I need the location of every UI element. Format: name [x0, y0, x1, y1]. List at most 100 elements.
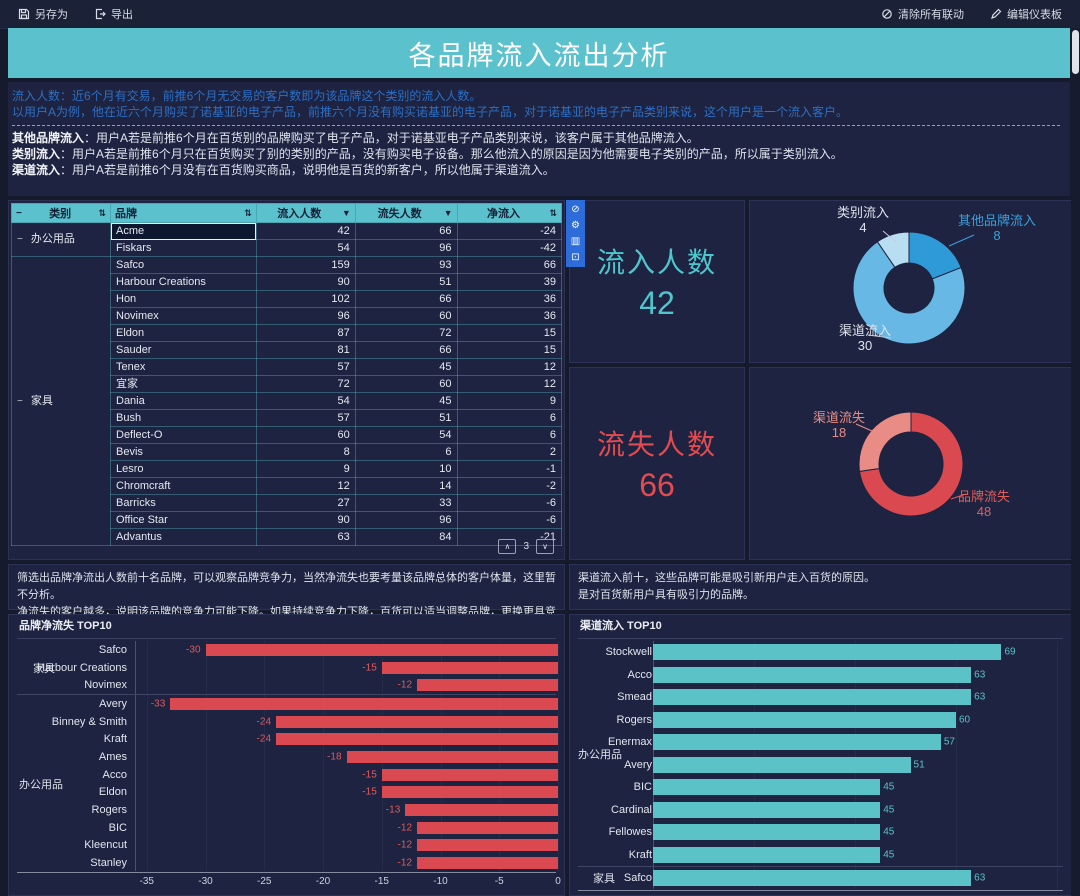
donut-segment-1[interactable]: [852, 241, 966, 345]
bar[interactable]: [653, 824, 881, 841]
category-cell[interactable]: − 办公用品: [11, 222, 111, 257]
brand-cell[interactable]: Tenex: [110, 358, 257, 376]
value-cell[interactable]: 159: [255, 256, 356, 274]
category-cell[interactable]: − 家具: [11, 256, 111, 546]
brand-cell[interactable]: Office Star: [110, 511, 257, 529]
brand-cell[interactable]: Eldon: [110, 324, 257, 342]
bar[interactable]: [170, 697, 558, 710]
value-cell[interactable]: 102: [255, 290, 356, 308]
value-cell[interactable]: 45: [354, 358, 458, 376]
filter-icon[interactable]: ▼: [341, 208, 351, 218]
value-cell[interactable]: 93: [354, 256, 458, 274]
bar[interactable]: [653, 711, 956, 728]
no-link-icon[interactable]: ⊘: [571, 204, 580, 215]
donut-segment-2[interactable]: [876, 231, 910, 269]
bar[interactable]: [653, 779, 881, 796]
value-cell[interactable]: 60: [354, 307, 458, 325]
value-cell[interactable]: -42: [456, 239, 562, 257]
brand-cell[interactable]: 宜家: [110, 375, 257, 393]
value-cell[interactable]: 54: [255, 239, 356, 257]
sort-icon[interactable]: ⇅: [244, 207, 252, 218]
brand-cell[interactable]: Novimex: [110, 307, 257, 325]
bar[interactable]: [276, 733, 558, 746]
brand-cell[interactable]: Bush: [110, 409, 257, 427]
page-down-button[interactable]: ∨: [536, 539, 554, 554]
value-cell[interactable]: 54: [354, 426, 458, 444]
brand-cell[interactable]: Lesro: [110, 460, 257, 478]
bar[interactable]: [653, 870, 972, 887]
value-cell[interactable]: 90: [255, 273, 356, 291]
bar[interactable]: [417, 679, 558, 692]
donut-segment-0[interactable]: [858, 411, 964, 517]
value-cell[interactable]: -1: [456, 460, 562, 478]
value-cell[interactable]: -2: [456, 477, 562, 495]
bar[interactable]: [653, 644, 1002, 661]
value-cell[interactable]: 10: [354, 460, 458, 478]
value-cell[interactable]: -21: [456, 528, 562, 546]
value-cell[interactable]: 12: [255, 477, 356, 495]
col-header-category[interactable]: − 类别 ⇅: [11, 203, 111, 223]
bar[interactable]: [653, 666, 972, 683]
col-header-inflow[interactable]: 流入人数 ▼: [255, 203, 356, 223]
value-cell[interactable]: 39: [456, 273, 562, 291]
col-header-net-inflow[interactable]: 净流入 ⇅: [456, 203, 562, 223]
page-up-button[interactable]: ∧: [498, 539, 517, 554]
value-cell[interactable]: 9: [255, 460, 356, 478]
value-cell[interactable]: 42: [255, 222, 356, 240]
value-cell[interactable]: 6: [456, 426, 562, 444]
value-cell[interactable]: 57: [255, 358, 356, 376]
bar[interactable]: [417, 839, 558, 852]
collapse-box-icon[interactable]: ⊡: [571, 252, 580, 263]
save-as-button[interactable]: 另存为: [18, 6, 68, 22]
brand-cell[interactable]: Hon: [110, 290, 257, 308]
value-cell[interactable]: 63: [255, 528, 356, 546]
brand-cell[interactable]: Advantus: [110, 528, 257, 546]
sort-icon[interactable]: ⇅: [549, 207, 557, 218]
bar[interactable]: [381, 768, 558, 781]
value-cell[interactable]: 66: [354, 222, 458, 240]
value-cell[interactable]: 15: [456, 324, 562, 342]
value-cell[interactable]: 66: [456, 256, 562, 274]
bar[interactable]: [276, 715, 558, 728]
export-button[interactable]: 导出: [94, 6, 133, 22]
edit-dashboard-button[interactable]: 编辑仪表板: [990, 6, 1062, 22]
collapse-icon[interactable]: −: [17, 395, 23, 407]
value-cell[interactable]: 84: [354, 528, 458, 546]
value-cell[interactable]: 9: [456, 392, 562, 410]
value-cell[interactable]: 57: [255, 409, 356, 427]
collapse-icon[interactable]: −: [16, 207, 22, 219]
col-header-brand[interactable]: 品牌 ⇅: [110, 203, 257, 223]
value-cell[interactable]: 33: [354, 494, 458, 512]
bar[interactable]: [653, 801, 881, 818]
brand-cell[interactable]: Fiskars: [110, 239, 257, 257]
bar[interactable]: [653, 756, 911, 773]
sort-icon[interactable]: ⇅: [98, 207, 106, 218]
value-cell[interactable]: 87: [255, 324, 356, 342]
value-cell[interactable]: 27: [255, 494, 356, 512]
scrollbar-thumb[interactable]: [1072, 30, 1079, 74]
value-cell[interactable]: 60: [354, 375, 458, 393]
gear-icon[interactable]: ⚙: [571, 220, 580, 231]
bar[interactable]: [653, 734, 941, 751]
value-cell[interactable]: 8: [255, 443, 356, 461]
value-cell[interactable]: 45: [354, 392, 458, 410]
value-cell[interactable]: 12: [456, 375, 562, 393]
value-cell[interactable]: 96: [354, 511, 458, 529]
brand-cell[interactable]: Safco: [110, 256, 257, 274]
value-cell[interactable]: 96: [255, 307, 356, 325]
value-cell[interactable]: 51: [354, 273, 458, 291]
data-columns-icon[interactable]: ▥: [570, 236, 581, 247]
value-cell[interactable]: 14: [354, 477, 458, 495]
value-cell[interactable]: 54: [255, 392, 356, 410]
bar[interactable]: [205, 643, 558, 656]
bar[interactable]: [417, 821, 558, 834]
brand-cell[interactable]: Bevis: [110, 443, 257, 461]
value-cell[interactable]: 90: [255, 511, 356, 529]
bar[interactable]: [381, 661, 558, 674]
brand-cell[interactable]: Deflect-O: [110, 426, 257, 444]
bar[interactable]: [653, 689, 972, 706]
brand-cell[interactable]: Dania: [110, 392, 257, 410]
value-cell[interactable]: 81: [255, 341, 356, 359]
scrollbar[interactable]: [1071, 28, 1080, 896]
bar[interactable]: [653, 846, 881, 863]
